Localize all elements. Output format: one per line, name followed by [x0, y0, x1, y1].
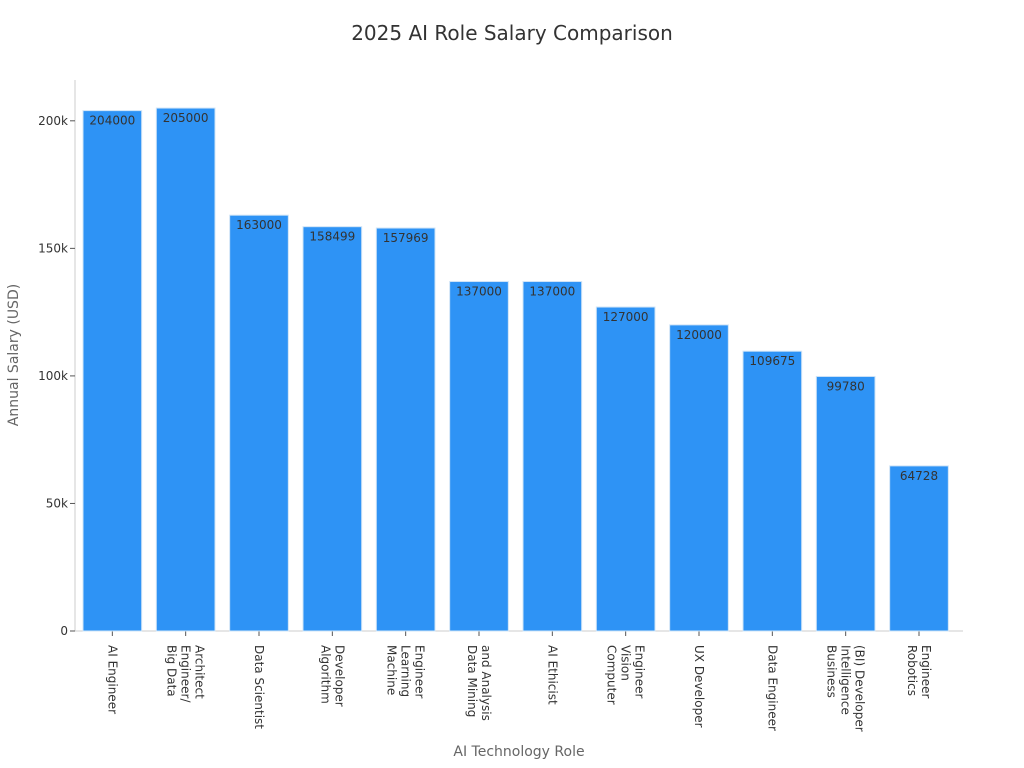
bar-data-label: 99780: [827, 379, 865, 393]
bar: [889, 465, 949, 632]
bar-data-label: 137000: [456, 285, 502, 299]
x-tick-label-line: Developer: [332, 645, 346, 707]
x-tick-label: AI Engineer: [105, 645, 119, 714]
y-tick-label: 150k: [38, 241, 68, 255]
x-tick-label: Data Scientist: [252, 645, 266, 729]
bar: [82, 110, 143, 632]
x-tick-label-line: Data Scientist: [252, 645, 266, 729]
x-tick-label: Robotics Engineer: [905, 645, 933, 699]
y-axis-title: Annual Salary (USD): [6, 284, 22, 426]
bar-data-label: 158499: [309, 230, 355, 244]
bar: [815, 375, 876, 632]
x-tick-label-line: Big Data: [165, 645, 179, 697]
bar-data-label: 204000: [89, 114, 135, 128]
bar: [742, 350, 803, 632]
x-tick-label: Big Data Engineer/Architect: [165, 645, 207, 703]
x-tick-label-line: AI Ethicist: [545, 645, 559, 705]
bar: [302, 226, 363, 632]
x-tick-label-line: Computer: [605, 645, 619, 705]
bar-data-label: 64728: [900, 469, 938, 483]
x-axis-title: AI Technology Role: [453, 744, 584, 760]
x-tick-label-line: Engineer/: [179, 645, 193, 703]
x-tick-label: Business Intelligence (BI) Developer: [825, 645, 867, 732]
x-tick-label-line: Learning: [399, 645, 413, 697]
x-tick-label-line: (BI) Developer: [853, 645, 867, 732]
chart-title: 2025 AI Role Salary Comparison: [351, 21, 673, 45]
data-labels: 204000 205000 163000 158499 157969 137000 1370…: [89, 111, 938, 483]
x-tick-label-line: AI Engineer: [105, 645, 119, 714]
y-tick-label: 200k: [38, 114, 68, 128]
x-tick-label-line: and Analysis: [479, 645, 493, 721]
bar-data-label: 127000: [603, 310, 649, 324]
x-tick-label-line: Data Engineer: [765, 645, 779, 731]
bar-data-label: 205000: [163, 111, 209, 125]
x-tick-label-line: Vision: [619, 645, 633, 681]
x-tick-label-line: Intelligence: [839, 645, 853, 715]
x-tick-label-line: Engineer: [633, 645, 647, 699]
bar: [375, 227, 436, 632]
x-axis: AI Engineer Big Data Engineer/Architect Dat…: [75, 630, 963, 732]
x-tick-label: Machine Learning Engineer: [385, 645, 427, 699]
x-tick-label: Computer Vision Engineer: [605, 645, 647, 705]
bar-data-label: 137000: [529, 285, 575, 299]
x-tick-label: Data Engineer: [765, 645, 779, 731]
bar-data-label: 163000: [236, 218, 282, 232]
bars: [82, 107, 949, 632]
x-tick-label-line: Machine: [385, 645, 399, 695]
x-tick-label: AI Ethicist: [545, 645, 559, 705]
x-tick-label-line: Engineer: [919, 645, 933, 699]
x-tick-label-line: Architect: [193, 645, 207, 699]
y-tick-label: 50k: [46, 496, 68, 510]
bar: [522, 281, 583, 632]
y-axis: 0 50k 100k 150k 200k: [38, 80, 76, 638]
y-tick-label: 100k: [38, 369, 68, 383]
bar: [669, 324, 729, 632]
bar-data-label: 109675: [749, 354, 795, 368]
bar-data-label: 157969: [383, 231, 429, 245]
x-tick-label-line: Data Mining: [465, 645, 479, 717]
x-tick-label: Algorithm Developer: [318, 645, 346, 707]
y-tick-label: 0: [60, 624, 68, 638]
x-tick-label-line: Algorithm: [318, 645, 332, 704]
x-tick-label-line: UX Developer: [692, 645, 706, 728]
bar: [449, 281, 509, 632]
x-tick-label: UX Developer: [692, 645, 706, 728]
bar: [595, 306, 656, 632]
x-tick-label-line: Robotics: [905, 645, 919, 696]
bar: [155, 107, 216, 632]
bar-data-label: 120000: [676, 328, 722, 342]
x-tick-label: Data Mining and Analysis: [465, 645, 493, 721]
x-tick-label-line: Business: [825, 645, 839, 698]
x-tick-label-line: Engineer: [413, 645, 427, 699]
bar: [229, 214, 289, 632]
